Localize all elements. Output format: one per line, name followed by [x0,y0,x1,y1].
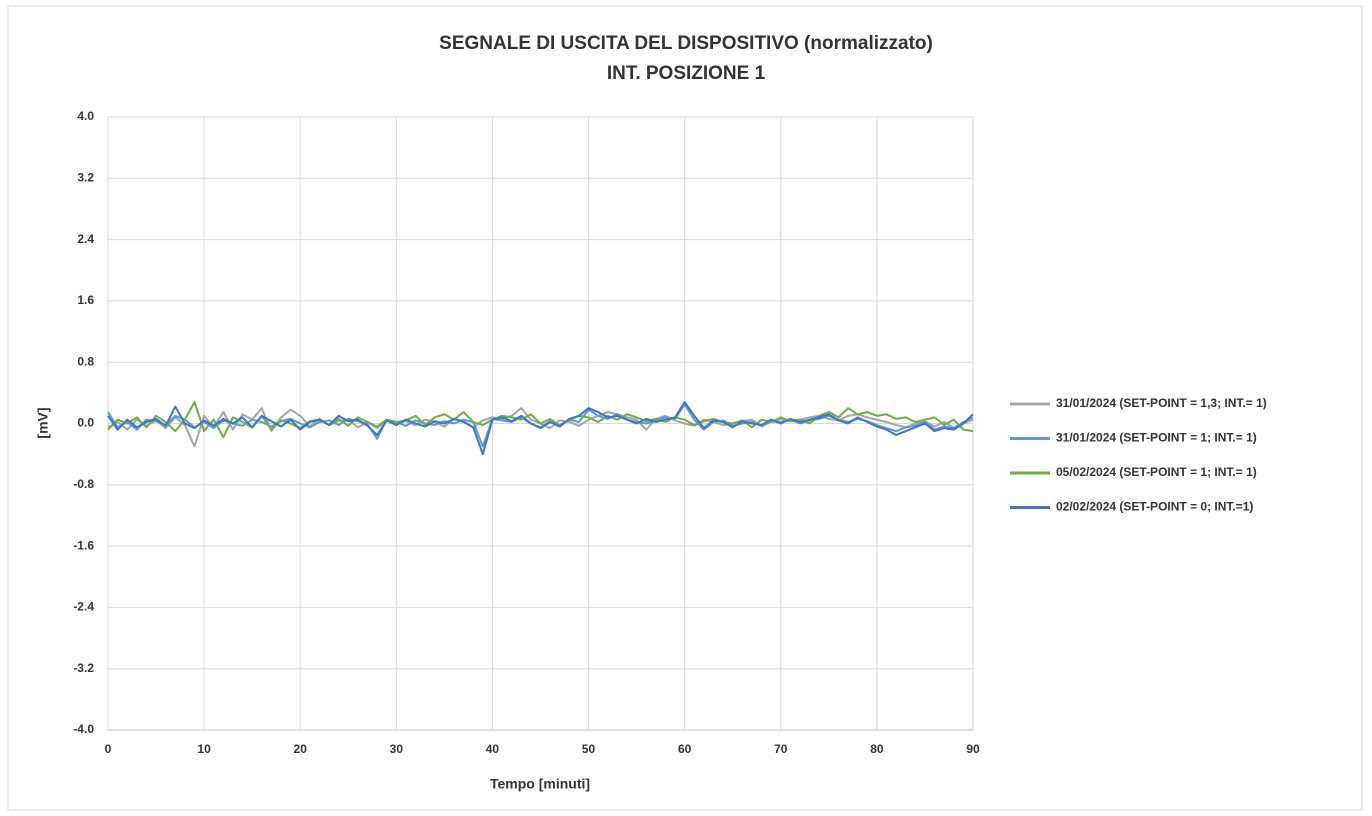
chart-title: SEGNALE DI USCITA DEL DISPOSITIVO (norma… [439,33,933,54]
x-tick-label: 20 [294,742,308,756]
y-tick-label: 0.0 [77,416,94,430]
x-tick-label: 80 [870,742,884,756]
y-tick-label: 2.4 [77,232,94,246]
chart-subtitle: INT. POSIZIONE 1 [607,63,766,84]
y-tick-label: 3.2 [77,170,94,184]
x-tick-label: 30 [390,742,404,756]
y-tick-label: -4.0 [73,722,94,736]
y-tick-label: -1.6 [73,538,94,552]
x-tick-label: 10 [197,742,211,756]
y-axis-label: [mV] [35,407,51,438]
y-tick-label: 0.8 [77,354,94,368]
y-tick-label: 4.0 [77,109,94,123]
y-tick-label: -3.2 [73,661,94,675]
x-tick-label: 60 [678,742,692,756]
x-tick-label: 90 [966,742,980,756]
x-tick-label: 40 [486,742,500,756]
y-tick-label: -0.8 [73,477,94,491]
legend-label: 02/02/2024 (SET-POINT = 0; INT.=1) [1056,500,1253,514]
legend-label: 31/01/2024 (SET-POINT = 1,3; INT.= 1) [1056,396,1267,410]
series-line [107,401,974,456]
legend-label: 05/02/2024 (SET-POINT = 1; INT.= 1) [1056,465,1257,479]
legend-label: 31/01/2024 (SET-POINT = 1; INT.= 1) [1056,431,1257,445]
x-axis-label: Tempo [minuti] [490,776,590,792]
y-tick-label: 1.6 [77,293,94,307]
x-tick-label: 70 [774,742,788,756]
x-tick-label: 50 [582,742,596,756]
y-tick-label: -2.4 [73,600,94,614]
x-tick-label: 0 [105,742,112,756]
